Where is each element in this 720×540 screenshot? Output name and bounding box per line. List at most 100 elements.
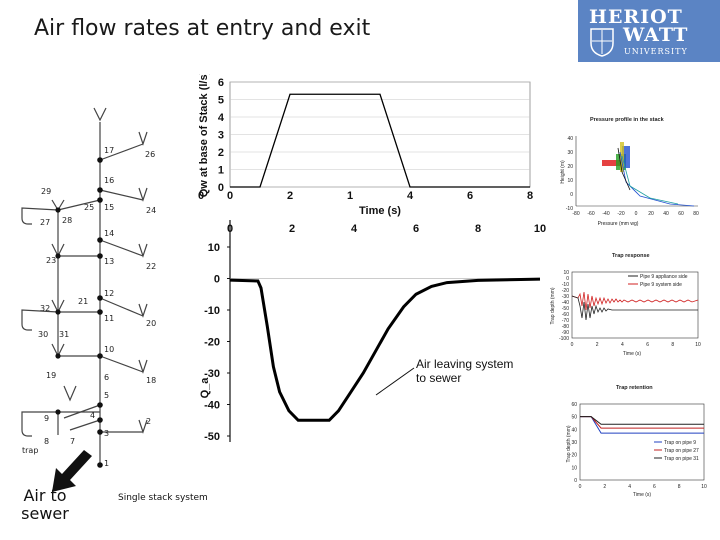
university-logo: HERIOT WATT UNIVERSITY: [589, 6, 715, 58]
tr-ytick-label: -60: [562, 312, 569, 318]
c1-xtick-group: 0 2 1 4 6 8 10: [198, 190, 533, 202]
chart-pressure-profile: Pressure profile in the stack 403020100-…: [560, 117, 699, 227]
rt-xtick-label: 4: [628, 484, 631, 490]
c2-annotation-pointer: [375, 367, 415, 396]
rt-legend: Trap on pipe 9 Trap on pipe 27 Trap on pip…: [654, 440, 699, 462]
tr-xtick-label: 4: [621, 342, 624, 348]
node-label-20: 20: [146, 319, 156, 328]
rt-series-line: [580, 416, 704, 425]
c2-xtick-label: 8: [475, 223, 481, 235]
pp-xtick-group: -80 -60 -40 -20 0 20 40 60 80: [572, 211, 699, 217]
node-label-17: 17: [104, 146, 114, 155]
rt-ytick-label: 50: [571, 415, 577, 421]
pp-mark: [622, 146, 630, 168]
node-label-13: 13: [104, 257, 114, 266]
c1-ytick-label: 3: [218, 130, 224, 142]
pp-title: Pressure profile in the stack: [590, 117, 665, 123]
rt-legend-label: Trap on pipe 27: [664, 448, 699, 454]
node-label-25: 25: [84, 203, 94, 212]
c2-ytick-label: -40: [204, 400, 220, 412]
node-label-10: 10: [104, 345, 114, 354]
rt-xtick-label: 0: [579, 484, 582, 490]
c1-gridlines: [230, 81, 530, 188]
node-label-1: 1: [104, 459, 109, 468]
pp-mark: [621, 155, 679, 205]
tr-legend-2: Pipe 9 system side: [640, 282, 682, 288]
rt-ytick-label: 10: [571, 465, 577, 471]
c1-ytick-label: 4: [218, 112, 225, 124]
tr-ytick-label: -20: [562, 288, 569, 294]
c2-annotation-line1: Air leaving system: [416, 357, 513, 371]
c1-ytick-label: 5: [218, 95, 224, 107]
node-label-23: 23: [46, 256, 56, 265]
pp-xlabel: Pressure (mm wg): [598, 221, 639, 227]
tr-title: Trap response: [612, 253, 650, 259]
pp-data-marks: [602, 142, 695, 207]
c1-xtick-label: 1: [347, 190, 353, 202]
rt-ytick-label: 20: [571, 453, 577, 459]
pp-ytick-label: 20: [567, 164, 573, 170]
node-label-6: 6: [104, 373, 109, 382]
node-label-15: 15: [104, 203, 114, 212]
tr-xtick-label: 6: [646, 342, 649, 348]
c2-series-line: [229, 277, 541, 422]
c1-xtick-label: 0: [227, 190, 233, 202]
c1-ytick-label: 1: [218, 165, 224, 177]
pp-ytick-label: 40: [567, 136, 573, 142]
c1-xtick-label: 6: [467, 190, 473, 202]
c1-ytick-label: 2: [218, 147, 224, 159]
header-bar: [0, 0, 578, 60]
tr-ytick-label: -50: [562, 306, 569, 312]
node-label-19: 19: [46, 371, 56, 380]
header: Air flow rates at entry and exit HERIOT …: [0, 0, 720, 62]
node-label-8: 8: [44, 437, 49, 446]
pp-ytick-label: -10: [566, 206, 573, 212]
rt-ytick-label: 30: [571, 440, 577, 446]
node-label-14: 14: [104, 229, 114, 238]
pp-ylabel: Height (m): [560, 160, 566, 184]
c2-ytick-label: -10: [204, 305, 220, 317]
c2-ytick-group: 10 0 -10 -20 -30 -40 -50: [204, 242, 230, 443]
pp-xtick-label: -40: [602, 211, 609, 217]
node-label-16: 16: [104, 176, 114, 185]
tr-ytick-label: 0: [566, 276, 569, 282]
tr-xtick-group: 0 2 4 6 8 10: [571, 342, 701, 348]
tr-xtick-label: 10: [695, 342, 701, 348]
pp-xtick-label: 20: [648, 211, 654, 217]
node-label-12: 12: [104, 289, 114, 298]
pp-xtick-label: 60: [678, 211, 684, 217]
tr-ylabel: Trap depth (mm): [550, 287, 556, 324]
page-title: Air flow rates at entry and exit: [34, 16, 371, 41]
c2-annotation-line2: to sewer: [416, 371, 461, 385]
rt-xtick-group: 0 2 4 6 8 10: [579, 484, 707, 490]
c2-ylabel: Q_a: [199, 377, 211, 399]
rt-ytick-label: 40: [571, 427, 577, 433]
rt-ytick-group: 60 50 40 30 20 10 0: [571, 402, 577, 484]
stack-diagram: 17 26 16 29 25 15 24 27 28 14 23 13 22 1…: [21, 107, 156, 492]
tr-ytick-label: -30: [562, 294, 569, 300]
rt-xtick-label: 2: [603, 484, 606, 490]
chart-water-flow: 0 1 2 3 4 5 6 0 2 1 4 6 8 10 Time (s) Qw at base of …: [198, 74, 533, 217]
c2-xtick-label: 6: [413, 223, 419, 235]
rt-xlabel: Time (s): [633, 492, 651, 498]
c2-xtick-label: 4: [351, 223, 358, 235]
rt-ytick-label: 0: [574, 478, 577, 484]
tr-ytick-label: -100: [559, 336, 569, 342]
tr-xtick-label: 2: [596, 342, 599, 348]
node-label-11: 11: [104, 314, 114, 323]
rt-series-group: [580, 416, 704, 434]
c2-ytick-label: -20: [204, 337, 220, 349]
rt-xtick-label: 10: [701, 484, 707, 490]
pp-xtick-label: 0: [635, 211, 638, 217]
tr-ytick-label: 10: [563, 270, 569, 276]
node-label-28: 28: [62, 216, 72, 225]
pp-ytick-label: 0: [570, 192, 573, 198]
rt-ytick-label: 60: [571, 402, 577, 408]
pp-xtick-label: 40: [663, 211, 669, 217]
tr-xtick-label: 0: [571, 342, 574, 348]
pp-xtick-label: -60: [587, 211, 594, 217]
tr-ytick-group: 100-10-20-30-40-50-60-70-80-90-100: [559, 270, 569, 342]
rt-legend-label: Trap on pipe 9: [664, 440, 696, 446]
c2-xtick-label: 2: [289, 223, 295, 235]
tr-ytick-label: -70: [562, 318, 569, 324]
